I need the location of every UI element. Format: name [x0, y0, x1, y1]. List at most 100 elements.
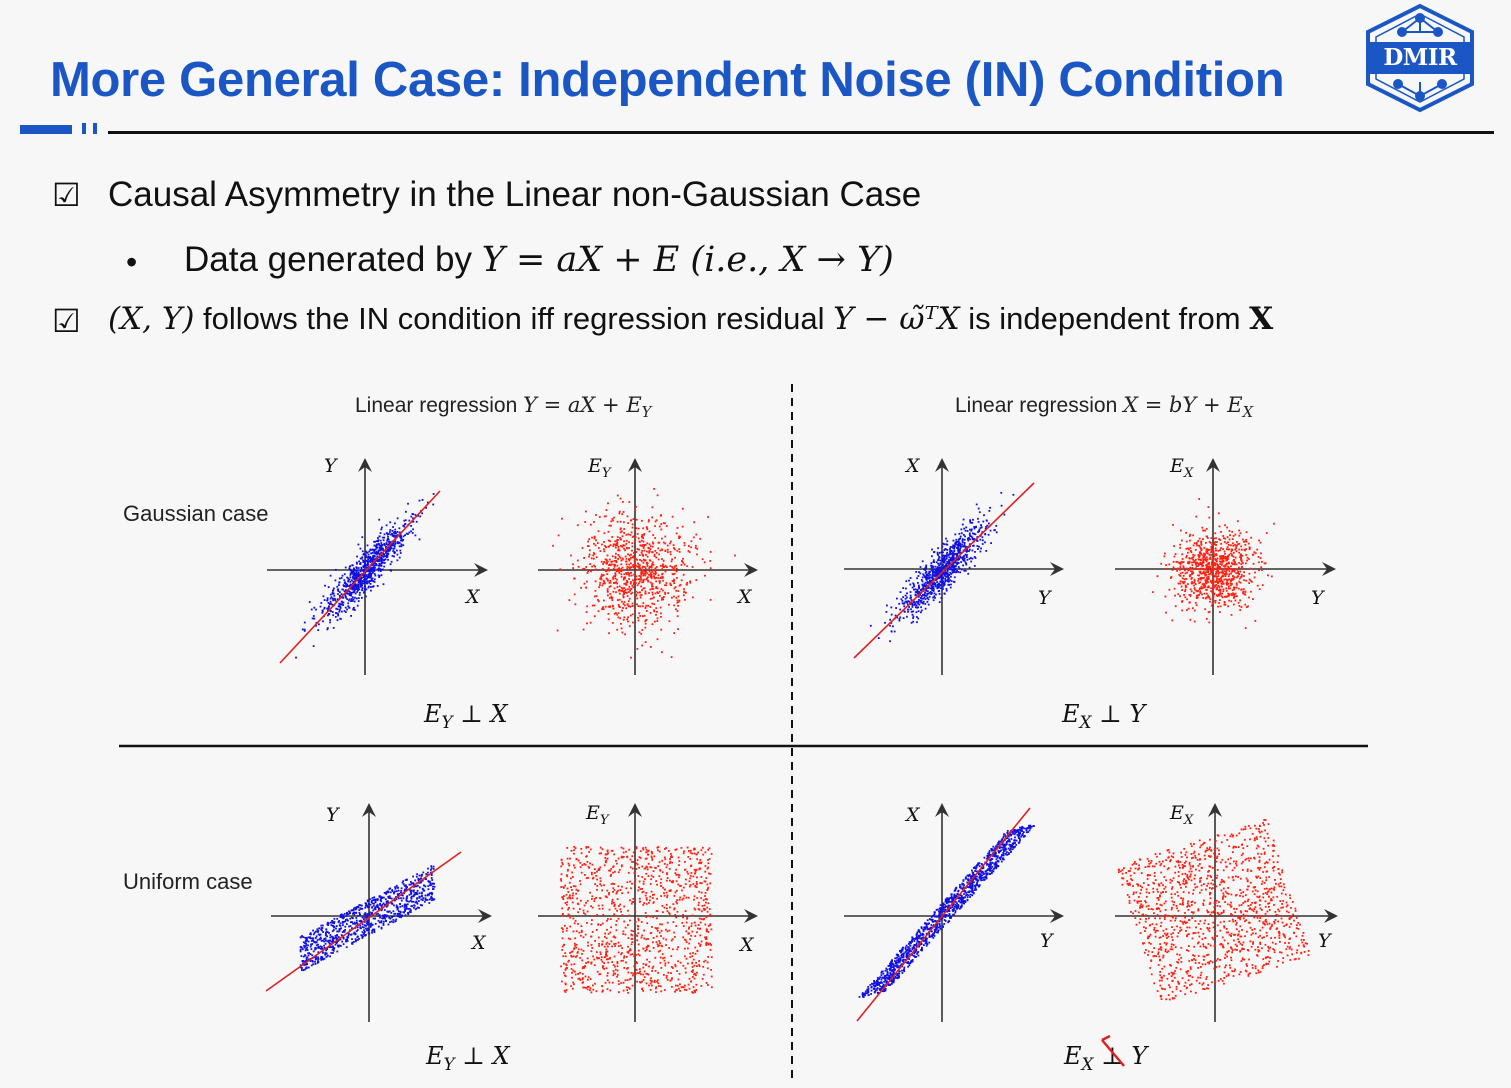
scatter-point: [975, 503, 978, 506]
scatter-point: [348, 933, 350, 935]
scatter-point: [696, 553, 698, 556]
scatter-point: [927, 574, 930, 577]
scatter-point: [314, 930, 317, 933]
scatter-point: [1196, 541, 1198, 544]
scatter-point: [365, 929, 368, 932]
scatter-point: [363, 591, 365, 594]
scatter-point: [345, 940, 347, 943]
scatter-point: [428, 881, 431, 884]
scatter-point: [934, 569, 937, 572]
scatter-point: [1232, 592, 1234, 595]
scatter-point: [1225, 569, 1228, 572]
scatter-point: [617, 549, 619, 552]
scatter-point: [911, 606, 914, 608]
scatter-point: [329, 955, 331, 958]
scatter-point: [593, 872, 596, 874]
scatter-point: [427, 880, 430, 882]
scatter-point: [1179, 572, 1182, 575]
scatter-point: [625, 560, 627, 563]
scatter-point: [910, 621, 913, 624]
scatter-point: [675, 868, 677, 871]
scatter-point: [702, 907, 705, 910]
scatter-point: [1182, 574, 1185, 577]
scatter-point: [347, 592, 350, 595]
scatter-point: [619, 520, 622, 523]
scatter-point: [1184, 569, 1186, 572]
scatter-point: [1248, 582, 1250, 584]
scatter-point: [1207, 571, 1209, 573]
scatter-point: [1227, 568, 1230, 571]
scatter-point: [601, 543, 603, 546]
scatter-point: [1233, 597, 1235, 599]
scatter-point: [1173, 545, 1175, 547]
scatter-point: [363, 585, 366, 588]
scatter-point: [566, 874, 568, 877]
scatter-point: [373, 929, 376, 932]
scatter-point: [947, 554, 950, 557]
scatter-point: [1181, 577, 1184, 580]
scatter-point: [1212, 548, 1214, 551]
scatter-point: [326, 597, 329, 600]
scatter-point: [1205, 535, 1208, 538]
scatter-point: [904, 594, 907, 597]
scatter-point: [672, 567, 675, 570]
scatter-point: [301, 969, 303, 971]
scatter-point: [309, 945, 312, 948]
scatter-point: [1195, 589, 1198, 592]
scatter-point: [321, 609, 324, 612]
scatter-point: [659, 580, 661, 583]
scatter-point: [614, 544, 617, 547]
scatter-point: [647, 580, 650, 583]
scatter-point: [640, 560, 643, 562]
scatter-point: [332, 952, 334, 954]
scatter-point: [1201, 557, 1204, 560]
scatter-point: [1174, 594, 1176, 597]
scatter-point: [916, 606, 919, 609]
scatter-point: [654, 927, 657, 929]
scatter-point: [609, 585, 612, 588]
scatter-point: [923, 568, 925, 571]
scatter-point: [689, 858, 692, 860]
scatter-point: [335, 925, 338, 927]
scatter-point: [644, 626, 647, 629]
scatter-point: [700, 910, 703, 913]
scatter-point: [1264, 562, 1267, 565]
scatter-point: [320, 602, 323, 604]
scatter-point: [661, 953, 664, 955]
scatter-point: [972, 518, 974, 521]
scatter-point: [1208, 516, 1211, 519]
scatter-point: [418, 886, 421, 889]
scatter-point: [706, 910, 709, 913]
scatter-point: [619, 531, 622, 534]
scatter-point: [359, 562, 362, 564]
scatter-point: [1165, 567, 1168, 570]
scatter-point: [1230, 600, 1233, 603]
scatter-point: [389, 897, 391, 899]
scatter-point: [613, 889, 616, 891]
scatter-point: [320, 956, 323, 958]
scatter-point: [669, 879, 671, 882]
scatter-point: [649, 612, 652, 614]
scatter-point: [974, 533, 977, 536]
scatter-point: [341, 916, 343, 919]
scatter-point: [376, 540, 378, 542]
scatter-point: [906, 601, 908, 604]
scatter-point: [671, 558, 673, 561]
scatter-point: [1211, 573, 1214, 576]
scatter-point: [994, 529, 996, 531]
scatter-point: [584, 521, 587, 523]
scatter-point: [677, 601, 680, 603]
scatter-point: [627, 571, 629, 574]
scatter-point: [1200, 585, 1203, 588]
scatter-point: [1230, 550, 1233, 553]
scatter-point: [1205, 552, 1208, 554]
scatter-point: [418, 874, 421, 877]
scatter-point: [920, 599, 923, 602]
scatter-point: [646, 542, 649, 545]
y-axis-arrow-icon: [1206, 458, 1220, 472]
scatter-point: [646, 577, 648, 580]
scatter-point: [332, 939, 334, 942]
scatter-point: [584, 864, 587, 866]
scatter-point: [943, 566, 945, 569]
scatter-point: [1225, 587, 1227, 590]
